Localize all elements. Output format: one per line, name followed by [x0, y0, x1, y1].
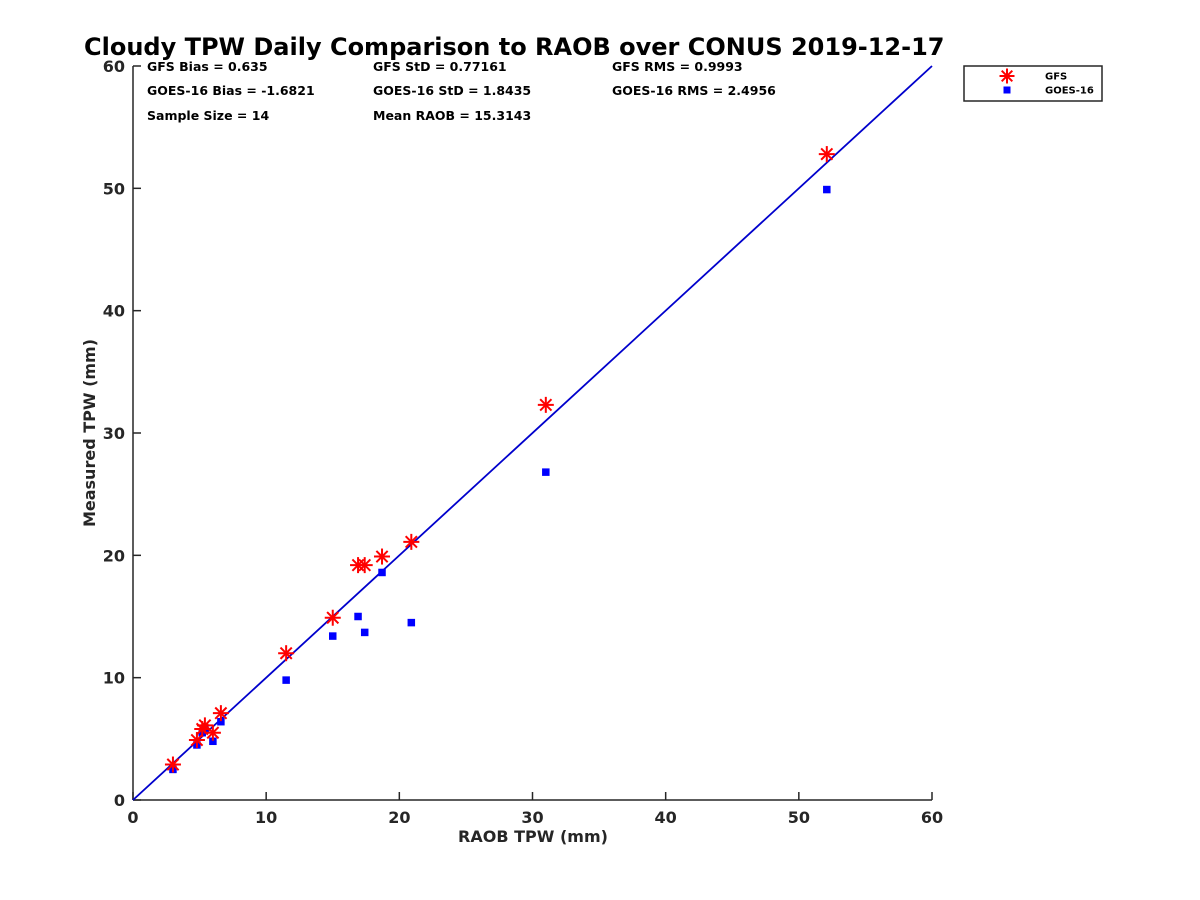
gfs-point: [204, 724, 221, 741]
y-tick-label: 30: [103, 424, 125, 443]
goes16-point: [354, 612, 362, 621]
annotation-gfs-rms: GFS RMS = 0.9993: [612, 59, 743, 74]
gfs-point: [324, 609, 341, 626]
x-tick-label: 40: [655, 808, 677, 827]
goes16-point: [360, 628, 369, 637]
x-tick-label: 60: [921, 808, 943, 827]
legend: GFS GOES-16: [963, 65, 1103, 102]
y-tick-label: 20: [103, 546, 125, 565]
goes16-point: [329, 632, 337, 640]
one-to-one-line: [132, 65, 933, 801]
y-tick-label: 10: [103, 669, 125, 688]
gfs-point: [164, 756, 181, 773]
goes16-point: [378, 568, 386, 577]
chart-title: Cloudy TPW Daily Comparison to RAOB over…: [84, 33, 944, 61]
axes: 0 10 20 30 40 50 60 0 10 20 30 40 50 60: [103, 57, 943, 827]
annotation-gfs-bias: GFS Bias = 0.635: [147, 59, 268, 74]
goes16-point: [823, 185, 831, 194]
x-tick-label: 50: [788, 808, 810, 827]
legend-label: GOES-16: [1045, 86, 1094, 97]
y-tick-label: 0: [114, 791, 125, 810]
gfs-point: [356, 557, 373, 574]
series-gfs: [164, 146, 835, 773]
gfs-point: [196, 717, 213, 734]
goes16-point: [217, 717, 225, 726]
gfs-point: [537, 396, 554, 413]
x-tick-label: 0: [127, 808, 138, 827]
gfs-point: [212, 705, 229, 722]
goes16-point: [407, 618, 416, 627]
legend-marker-gfs: [999, 68, 1015, 84]
x-tick-label: 30: [521, 808, 543, 827]
goes16-point: [209, 737, 217, 746]
y-axis-label: Measured TPW (mm): [80, 339, 99, 527]
annotation-gfs-std: GFS StD = 0.77161: [373, 59, 507, 74]
goes16-point: [282, 676, 290, 684]
y-tick-label: 40: [103, 302, 125, 321]
series-goes-16: [169, 185, 831, 774]
gfs-point: [278, 645, 295, 662]
annotation-mean-raob: Mean RAOB = 15.3143: [373, 108, 531, 123]
annotation-goes-bias: GOES-16 Bias = -1.6821: [147, 83, 315, 98]
reference-line-group: [132, 65, 933, 801]
legend-marker-goes16: [1003, 86, 1011, 94]
gfs-point: [403, 533, 420, 550]
stats-annotations: GFS Bias = 0.635 GFS StD = 0.77161 GFS R…: [147, 59, 776, 123]
annotation-goes-std: GOES-16 StD = 1.8435: [373, 83, 531, 98]
legend-label: GFS: [1045, 72, 1067, 83]
data-series: [164, 146, 835, 774]
annotation-goes-rms: GOES-16 RMS = 2.4956: [612, 83, 776, 98]
x-axis-label: RAOB TPW (mm): [458, 827, 608, 846]
x-tick-label: 20: [388, 808, 410, 827]
x-tick-label: 10: [255, 808, 277, 827]
y-tick-label: 60: [103, 57, 125, 76]
y-tick-label: 50: [103, 179, 125, 198]
goes16-point: [542, 468, 550, 476]
legend-box: [963, 65, 1103, 102]
annotation-sample-size: Sample Size = 14: [147, 108, 269, 123]
gfs-point: [818, 146, 835, 163]
gfs-point: [374, 548, 391, 565]
